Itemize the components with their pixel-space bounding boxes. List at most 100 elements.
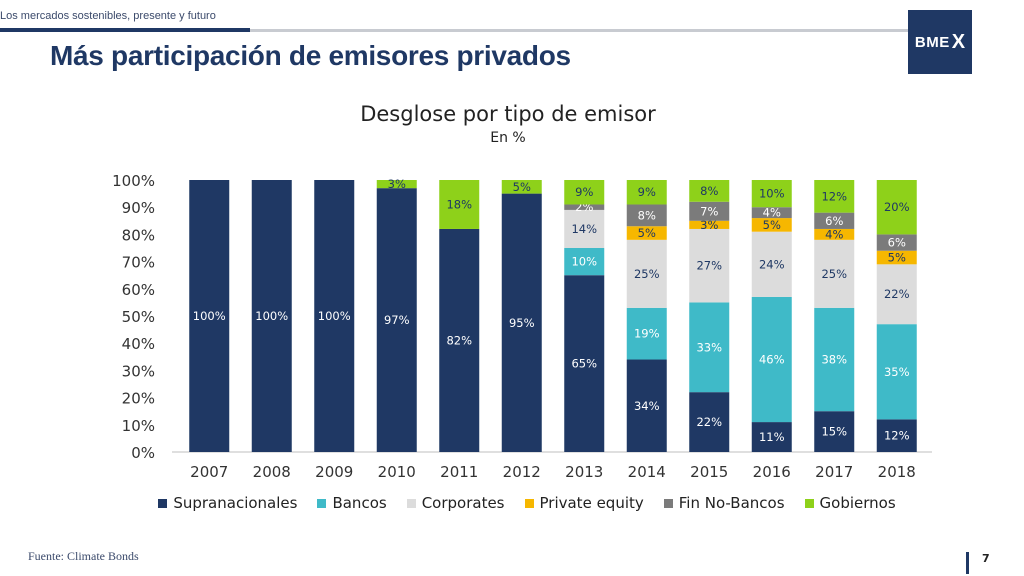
legend-label: Private equity: [539, 494, 644, 512]
data-label: 5%: [638, 226, 656, 240]
legend-item: Supranacionales: [158, 494, 297, 512]
logo-x-icon: X: [951, 30, 966, 53]
legend-label: Gobiernos: [819, 494, 896, 512]
bar-segment: [439, 180, 480, 229]
legend-item: Bancos: [317, 494, 387, 512]
data-label: 7%: [700, 204, 718, 218]
data-label: 6%: [825, 214, 843, 228]
data-label: 3%: [388, 177, 406, 191]
legend-swatch: [524, 498, 534, 508]
y-tick-label: 30%: [122, 362, 155, 380]
bar-segment: [876, 324, 917, 420]
data-label: 11%: [759, 430, 785, 444]
logo-text: BME: [914, 33, 950, 51]
data-label: 6%: [888, 236, 906, 250]
data-label: 8%: [638, 208, 656, 222]
data-label: 24%: [759, 257, 785, 271]
bar-segment: [751, 218, 792, 232]
page-number-bar: [966, 552, 969, 574]
data-label: 35%: [884, 365, 910, 379]
data-label: 38%: [821, 353, 847, 367]
bar-segment: [876, 234, 917, 251]
x-tick-label: 2011: [440, 463, 478, 481]
bar-segment: [751, 422, 792, 452]
bar-segment: [876, 180, 917, 235]
bar-segment: [376, 180, 417, 189]
bar-segment: [314, 180, 355, 452]
bar-segment: [189, 180, 230, 452]
y-tick-label: 60%: [122, 281, 155, 299]
data-label: 20%: [884, 200, 910, 214]
bar-segment: [814, 307, 855, 412]
data-label: 5%: [888, 251, 906, 265]
y-tick-label: 10%: [122, 417, 155, 435]
legend-label: Fin No-Bancos: [678, 494, 785, 512]
y-tick-label: 90%: [122, 199, 155, 217]
data-label: 100%: [318, 309, 351, 323]
x-tick-label: 2017: [815, 463, 853, 481]
bar-segment: [626, 307, 667, 360]
data-label: 22%: [696, 415, 722, 429]
bar-segment: [751, 296, 792, 423]
y-tick-label: 50%: [122, 308, 155, 326]
data-label: 34%: [634, 399, 660, 413]
x-tick-label: 2007: [190, 463, 228, 481]
legend-swatch: [804, 498, 814, 508]
data-label: 25%: [634, 267, 660, 281]
bar-segment: [626, 239, 667, 308]
chart-subtitle: En %: [490, 130, 526, 146]
data-label: 22%: [884, 287, 910, 301]
bar-segment: [564, 275, 605, 452]
bar-segment: [439, 228, 480, 452]
data-label: 8%: [700, 184, 718, 198]
source-note: Fuente: Climate Bonds: [28, 549, 139, 563]
data-label: 100%: [193, 309, 226, 323]
page-number: 7: [982, 552, 990, 565]
y-tick-label: 100%: [112, 172, 155, 190]
legend-item: Gobiernos: [804, 494, 896, 512]
bar-segment: [814, 239, 855, 308]
legend-label: Supranacionales: [173, 494, 298, 512]
data-label: 19%: [634, 327, 660, 341]
x-tick-label: 2010: [378, 463, 416, 481]
bar-segment: [251, 180, 292, 452]
legend-label: Bancos: [332, 494, 387, 512]
data-label: 12%: [884, 429, 910, 443]
bar-segment: [501, 193, 542, 452]
data-label: 97%: [384, 313, 410, 327]
y-tick-label: 80%: [122, 226, 155, 244]
x-tick-label: 2009: [315, 463, 353, 481]
bar-segment: [876, 250, 917, 265]
bar-segment: [689, 392, 730, 452]
data-label: 95%: [509, 316, 535, 330]
data-label: 100%: [255, 309, 288, 323]
data-label: 10%: [571, 255, 597, 269]
legend-item: Private equity: [524, 494, 644, 512]
x-tick-label: 2016: [753, 463, 791, 481]
data-label: 25%: [821, 267, 847, 281]
bar-segment: [814, 180, 855, 213]
chart-title: Desglose por tipo de emisor: [360, 102, 656, 126]
bar-segment: [564, 248, 605, 276]
data-label: 65%: [571, 357, 597, 371]
bar-segment: [876, 419, 917, 452]
legend-label: Corporates: [421, 494, 505, 512]
bar-segment: [689, 302, 730, 393]
legend-item: Corporates: [406, 494, 505, 512]
x-tick-label: 2014: [628, 463, 666, 481]
bar-segment: [751, 231, 792, 297]
legend-swatch: [317, 498, 327, 508]
data-label: 82%: [446, 333, 472, 347]
y-tick-label: 40%: [122, 335, 155, 353]
y-tick-label: 0%: [131, 444, 155, 462]
data-label: 18%: [446, 197, 472, 211]
bar-segment: [689, 220, 730, 229]
bar-segment: [626, 226, 667, 240]
header-divider: [250, 29, 908, 32]
data-label: 9%: [638, 185, 656, 199]
data-label: 3%: [700, 218, 718, 232]
bar-segment: [689, 201, 730, 221]
bar-segment: [751, 207, 792, 219]
header-accent-bar: [0, 28, 250, 32]
